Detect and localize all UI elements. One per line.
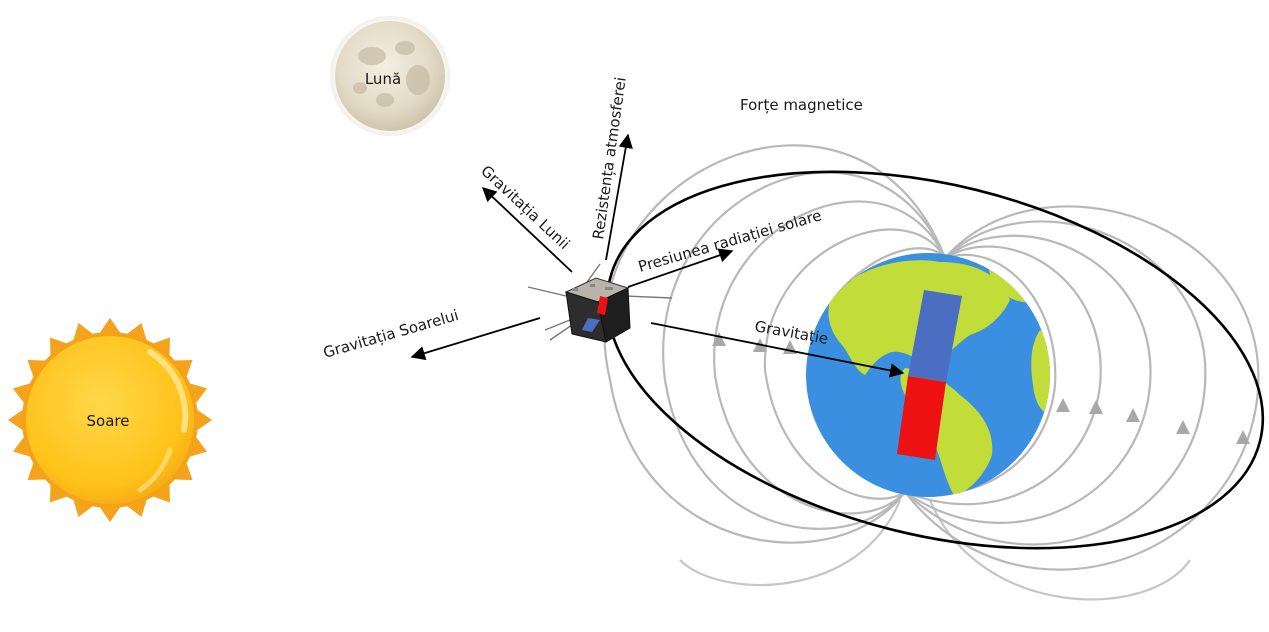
moon-gravity-arrow	[481, 187, 573, 273]
solar-radiation-pressure-label: Presiunea radiației solare	[636, 206, 824, 276]
atmospheric-drag-arrow	[605, 133, 633, 261]
moon: Lună	[330, 16, 450, 136]
moon-gravity-label: Gravitația Lunii	[477, 162, 573, 253]
satellite-orbit	[605, 170, 1265, 550]
earth-magnet-bar	[897, 290, 962, 460]
gravity-arrow	[650, 322, 905, 378]
moon-label: Lună	[365, 70, 401, 88]
sun-gravity-arrow	[410, 317, 541, 361]
sun-gravity-label: Gravitația Soarelui	[321, 306, 460, 362]
sun: Soare	[8, 318, 212, 522]
cubesat	[527, 263, 673, 343]
earth	[806, 253, 1050, 497]
sun-label: Soare	[87, 412, 130, 430]
magnetic-forces-label: Forțe magnetice	[740, 96, 863, 114]
solar-radiation-arrow	[627, 248, 734, 288]
force-arrows	[410, 133, 905, 378]
